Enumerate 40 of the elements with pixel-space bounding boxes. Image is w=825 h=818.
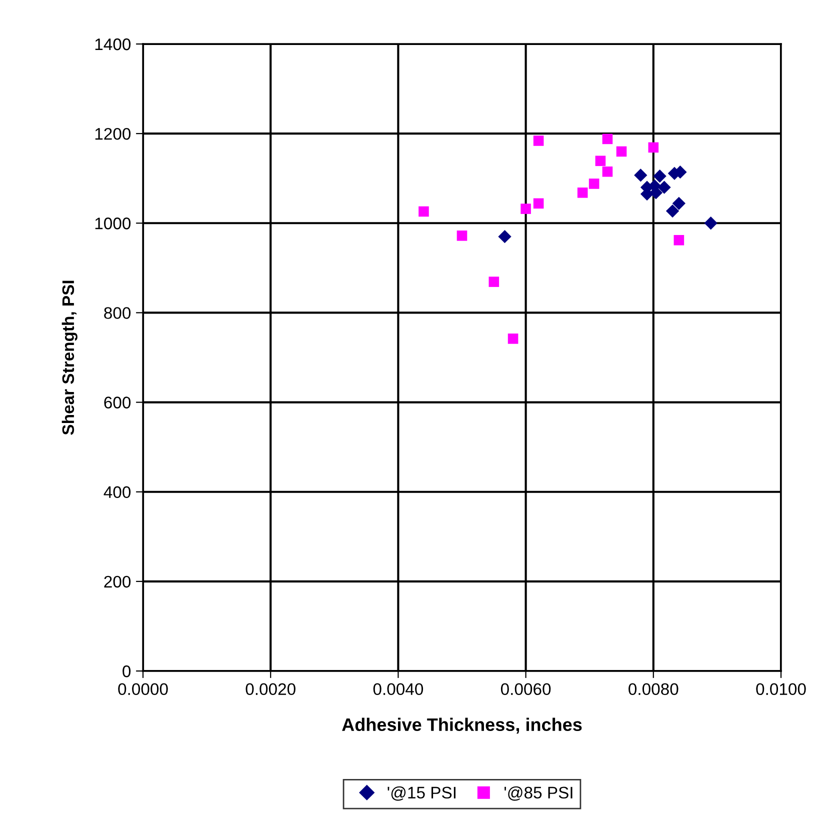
point bbox=[658, 180, 671, 194]
y-tick-label: 400 bbox=[104, 486, 131, 498]
y-tick-label: 1200 bbox=[95, 128, 131, 140]
x-tick-label: 0.0060 bbox=[500, 683, 551, 696]
y-tick-label: 600 bbox=[104, 396, 131, 408]
y-tick-label: 0 bbox=[122, 665, 131, 678]
point bbox=[653, 170, 666, 183]
legend-label: '@85 PSI bbox=[504, 786, 572, 801]
point bbox=[533, 136, 544, 146]
point bbox=[648, 142, 659, 153]
point bbox=[588, 178, 600, 189]
point bbox=[595, 156, 606, 166]
x-tick-label: 0.0000 bbox=[118, 683, 168, 696]
x-tick-label: 0.0100 bbox=[756, 683, 806, 696]
point bbox=[418, 206, 429, 217]
y-tick-label: 1400 bbox=[95, 38, 131, 50]
y-tick-label: 800 bbox=[104, 307, 131, 319]
point bbox=[602, 134, 613, 144]
point bbox=[456, 230, 468, 241]
legend-label: '@15 PSI bbox=[388, 786, 456, 801]
point bbox=[520, 204, 531, 214]
x-axis-title: Adhesive Thickness, inches bbox=[342, 718, 582, 734]
y-tick-label: 1000 bbox=[95, 218, 131, 230]
point bbox=[508, 334, 518, 344]
point bbox=[533, 198, 544, 209]
x-tick-label: 0.0040 bbox=[373, 683, 424, 696]
point bbox=[634, 168, 648, 182]
point bbox=[577, 188, 588, 198]
point bbox=[498, 230, 512, 244]
y-tick-label: 200 bbox=[104, 576, 131, 588]
point bbox=[674, 235, 684, 246]
x-tick-label: 0.0080 bbox=[628, 683, 678, 696]
x-tick-label: 0.0020 bbox=[246, 683, 296, 696]
y-axis-title: Shear Strength, PSI bbox=[62, 280, 78, 435]
point bbox=[666, 204, 680, 218]
point bbox=[704, 216, 718, 230]
point bbox=[672, 196, 686, 210]
point bbox=[488, 276, 500, 287]
point bbox=[602, 166, 613, 177]
point bbox=[616, 146, 627, 157]
